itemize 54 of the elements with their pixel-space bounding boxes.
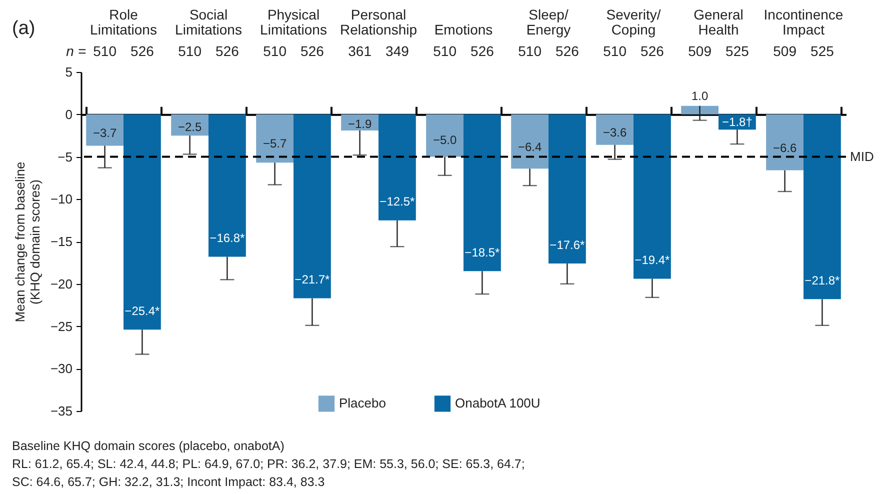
y-tick-label: −30 (50, 361, 72, 376)
data-label: −21.8* (804, 273, 840, 288)
y-tick-label: 5 (65, 64, 72, 80)
text: SC: 64.6, 65.7; GH: 32.2, 31.3; Incont Impact: 83.4, 83.3 (12, 474, 326, 491)
data-label: −1.9 (348, 117, 372, 132)
data-label: −6.4 (518, 140, 542, 154)
text: n = (66, 43, 86, 59)
text: 510 526 (263, 43, 324, 59)
x-tick-label: Role Limitations (90, 6, 157, 38)
y-tick-label: −35 (50, 404, 72, 418)
text: 510 526 (433, 43, 494, 59)
x-tick-label: Severity/ Coping (606, 6, 661, 38)
data-label: −25.4* (124, 304, 160, 318)
legend-label: OnabotA 100U (455, 396, 540, 411)
data-label: −12.5* (380, 194, 416, 209)
text: 510 526 (518, 43, 580, 59)
x-tick-label: Sleep/ Energy (526, 6, 571, 38)
text: 510 526 (603, 43, 664, 59)
text: 509 525 (688, 43, 750, 59)
y-tick-label: −10 (50, 192, 72, 207)
text: (a) (12, 18, 36, 40)
data-label: −21.7* (294, 272, 330, 287)
text: 509 525 (773, 43, 834, 59)
x-tick-label: General Health (694, 6, 744, 38)
x-tick-label: Social Limitations (175, 6, 242, 38)
data-label: −2.5 (178, 120, 202, 134)
y-tick-label: −25 (50, 318, 72, 334)
x-tick-label: Incontinence Impact (764, 6, 844, 38)
data-label: −19.4* (634, 253, 670, 268)
data-label: −16.8* (210, 231, 246, 246)
y-tick-label: −15 (50, 234, 72, 249)
text: 510 526 (93, 43, 154, 59)
data-label: −5.7 (262, 136, 287, 150)
x-tick-label: Personal Relationship (340, 6, 418, 38)
data-label: −1.8† (722, 115, 752, 130)
data-label: −5.0 (432, 132, 457, 147)
x-tick-label: Physical Limitations (260, 6, 327, 38)
ref-line-label: MID (850, 148, 874, 164)
legend-label: Placebo (339, 396, 386, 411)
data-label: −18.5* (464, 246, 500, 260)
x-tick-label: Emotions (434, 22, 493, 38)
data-label: 1.0 (691, 88, 708, 103)
y-tick-label: 0 (65, 106, 72, 122)
y-tick-label: −20 (50, 276, 72, 292)
text: RL: 61.2, 65.4; SL: 42.4, 44.8; PL: 64.9, 67.0; PR: 36.2, 37.9; EM: 55.3, 56.0; SE: 65.3, 64.7; (12, 456, 525, 473)
data-label: −6.6 (772, 140, 797, 155)
y-axis-title: Mean change from baseline (KHQ domain scores) (12, 162, 42, 322)
y-tick-label: −5 (58, 149, 72, 164)
data-label: −17.6* (550, 238, 586, 252)
data-label: −3.6 (602, 126, 627, 140)
text: 510 526 (178, 43, 240, 59)
text: Baseline KHQ domain scores (placebo, onabotA) (12, 438, 286, 455)
data-label: −3.7 (92, 126, 117, 140)
text: 361 349 (348, 43, 410, 59)
